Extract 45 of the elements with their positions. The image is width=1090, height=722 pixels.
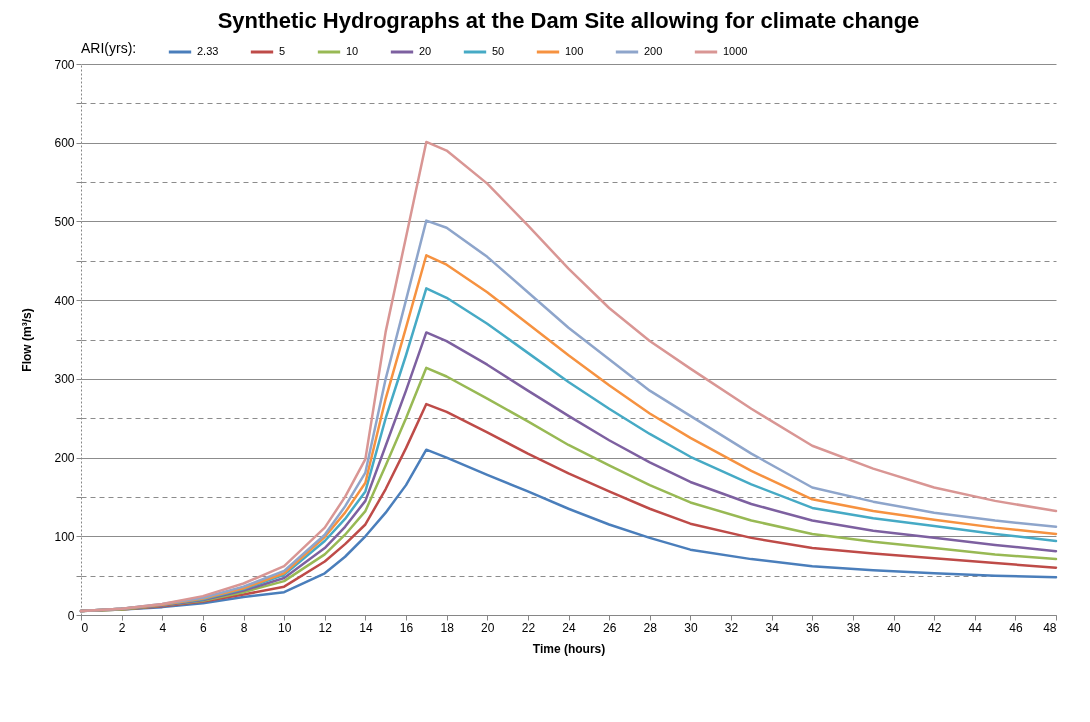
x-tick-label: 46 (1009, 620, 1023, 635)
legend-label: 20 (419, 45, 432, 57)
x-tick-label: 30 (684, 620, 698, 635)
x-tick-label: 36 (806, 620, 820, 635)
x-tick-label: 28 (643, 620, 658, 635)
legend-label: 50 (492, 45, 505, 57)
y-tick-label: 700 (54, 57, 75, 72)
x-tick-label: 22 (521, 620, 536, 635)
legend-title: ARI(yrs): (81, 40, 137, 56)
y-tick-label: 0 (67, 608, 75, 623)
x-tick-label: 38 (846, 620, 861, 635)
y-axis-title: Flow (m³/s) (20, 308, 35, 372)
x-tick-label: 32 (724, 620, 739, 635)
x-tick-label: 0 (81, 620, 89, 635)
x-tick-label: 24 (562, 620, 576, 635)
y-tick-label: 600 (54, 136, 75, 151)
x-tick-label: 2 (118, 620, 126, 635)
x-tick-label: 34 (765, 620, 780, 635)
x-tick-label: 12 (318, 620, 333, 635)
legend-label: 5 (279, 45, 286, 57)
x-tick-label: 16 (399, 620, 414, 635)
y-tick-label: 500 (54, 214, 75, 229)
y-tick-label: 200 (54, 451, 75, 466)
chart-title: Synthetic Hydrographs at the Dam Site allowing for climate change (217, 8, 920, 33)
x-tick-label: 10 (277, 620, 292, 635)
legend-label: 200 (644, 45, 663, 57)
x-tick-label: 26 (602, 620, 617, 635)
legend-label: 1000 (723, 45, 748, 57)
y-tick-label: 400 (54, 293, 75, 308)
x-tick-label: 6 (200, 620, 208, 635)
x-tick-label: 40 (887, 620, 901, 635)
x-tick-label: 18 (440, 620, 455, 635)
y-tick-label: 300 (54, 372, 75, 387)
legend-label: 2.33 (197, 45, 219, 57)
x-tick-label: 4 (159, 620, 167, 635)
x-axis-title: Time (hours) (532, 641, 606, 656)
legend-label: 100 (565, 45, 584, 57)
x-tick-label: 20 (481, 620, 495, 635)
x-tick-label: 42 (927, 620, 942, 635)
x-tick-label: 8 (240, 620, 248, 635)
legend-label: 10 (346, 45, 359, 57)
y-tick-label: 100 (54, 529, 75, 544)
x-tick-label: 14 (359, 620, 373, 635)
x-tick-label: 44 (968, 620, 983, 635)
x-tick-label: 48 (1043, 620, 1057, 635)
